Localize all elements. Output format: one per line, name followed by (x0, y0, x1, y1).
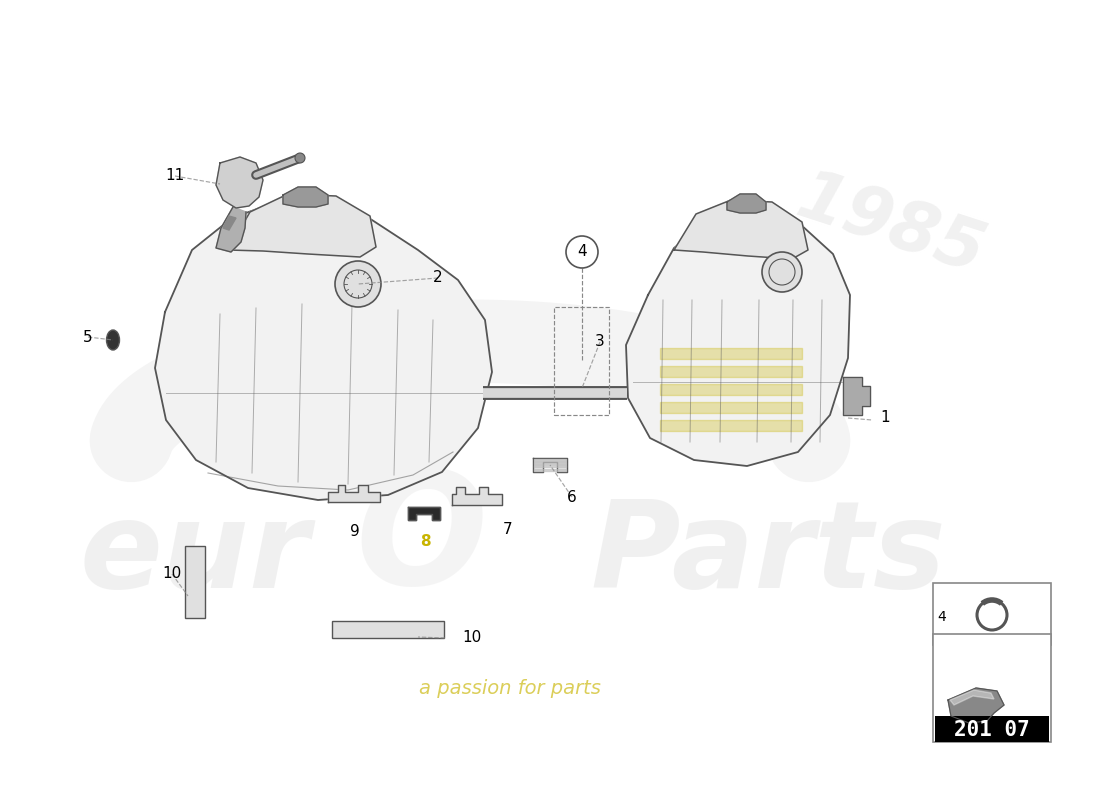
Bar (933, 634, 1050, 742)
Polygon shape (216, 207, 246, 252)
Text: 10: 10 (163, 566, 182, 582)
Polygon shape (283, 187, 328, 207)
Circle shape (762, 252, 802, 292)
Polygon shape (950, 690, 994, 705)
Text: 6: 6 (568, 490, 576, 505)
Text: 10: 10 (462, 630, 482, 646)
Circle shape (336, 261, 381, 307)
Text: 201 07: 201 07 (954, 720, 1030, 740)
Text: 2: 2 (433, 270, 443, 286)
Polygon shape (674, 200, 808, 259)
Text: a passion for parts: a passion for parts (419, 678, 601, 698)
Ellipse shape (107, 330, 120, 350)
Text: 1985: 1985 (788, 163, 992, 286)
Polygon shape (155, 200, 492, 500)
Bar (554, 307, 609, 415)
Text: 1: 1 (880, 410, 890, 426)
Polygon shape (534, 458, 566, 472)
Polygon shape (843, 377, 870, 415)
Text: 4: 4 (937, 610, 946, 624)
Text: Parts: Parts (590, 497, 946, 614)
Polygon shape (408, 507, 440, 520)
Text: 9: 9 (350, 525, 360, 539)
Polygon shape (452, 487, 502, 505)
Polygon shape (948, 688, 1004, 723)
Circle shape (566, 236, 598, 268)
Text: 5: 5 (84, 330, 92, 345)
Bar (185, 546, 205, 618)
Polygon shape (727, 194, 766, 213)
Bar (332, 621, 444, 638)
Text: 4: 4 (578, 245, 586, 259)
Circle shape (295, 153, 305, 163)
Polygon shape (328, 485, 380, 502)
Polygon shape (223, 216, 236, 230)
Bar (935, 716, 1049, 742)
Polygon shape (626, 212, 850, 466)
Text: eur: eur (80, 497, 310, 614)
Bar (933, 583, 1050, 645)
Text: O: O (355, 466, 487, 618)
Text: 8: 8 (420, 534, 430, 550)
Text: 11: 11 (165, 169, 185, 183)
Text: 3: 3 (595, 334, 605, 350)
Polygon shape (228, 194, 376, 257)
Text: 7: 7 (503, 522, 513, 538)
Polygon shape (216, 157, 263, 208)
